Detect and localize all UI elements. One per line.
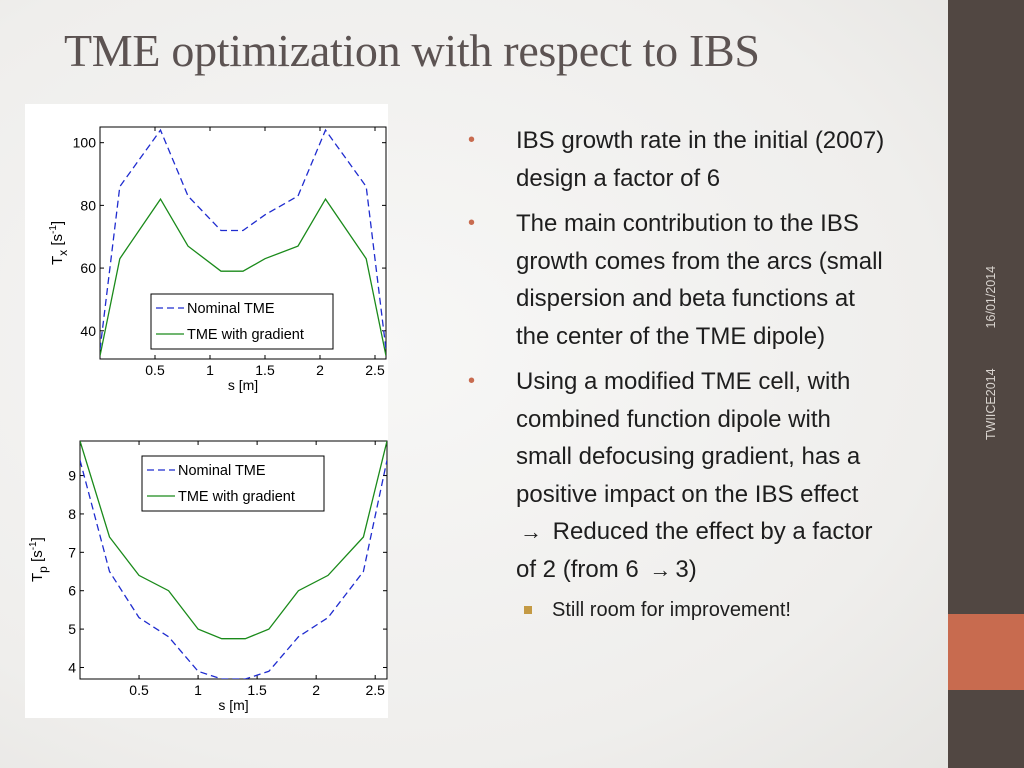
square-bullet-icon — [524, 606, 532, 614]
bullet-dot-icon: • — [468, 370, 476, 392]
legend-label: Nominal TME — [178, 463, 266, 479]
bullet-text: Reduced the effect by a factor of 2 (fro… — [516, 518, 873, 583]
x-tick-label: 2 — [312, 682, 320, 698]
y-tick-label: 80 — [80, 197, 96, 213]
plots-panel: 0.5 1 1.5 2 2.5 40 60 80 100 s [m] Tx [s-1] Nominal… — [25, 104, 388, 718]
series-line-gradient — [80, 441, 387, 640]
x-tick-label: 0.5 — [129, 682, 149, 698]
bullet-item: • IBS growth rate in the initial (2007) … — [468, 122, 890, 197]
series-line-gradient — [100, 197, 386, 357]
x-tick-label: 2 — [316, 362, 324, 378]
y-axis-label: Tp [s-1] — [28, 537, 50, 582]
bullet-text: 3) — [675, 555, 697, 583]
chart-tx: 0.5 1 1.5 2 2.5 40 60 80 100 s [m] Tx [s-1] Nominal… — [48, 126, 387, 393]
x-axis-label: s [m] — [218, 697, 248, 713]
x-tick-label: 0.5 — [145, 362, 165, 378]
legend-box — [141, 455, 325, 512]
bullet-text: IBS growth rate in the initial (2007) de… — [516, 127, 885, 192]
bullet-dot-icon: • — [468, 212, 476, 234]
y-tick-label: 60 — [80, 260, 96, 276]
y-tick-label: 4 — [68, 659, 76, 675]
right-arrow-icon: → — [649, 556, 672, 582]
x-tick-label: 2.5 — [365, 362, 385, 378]
legend-label: TME with gradient — [187, 327, 304, 343]
sidebar-accent-block — [948, 614, 1024, 690]
bullet-item: • The main contribution to the IBS growt… — [468, 205, 890, 355]
series-line-nominal — [100, 128, 386, 350]
x-tick-label: 1.5 — [247, 682, 267, 698]
y-tick-label: 9 — [68, 468, 76, 484]
legend-label: Nominal TME — [187, 301, 275, 317]
bullet-dot-icon: • — [468, 129, 476, 151]
x-tick-label: 1 — [206, 362, 214, 378]
x-tick-label: 1 — [194, 682, 202, 698]
sub-bullet-text: Still room for improvement! — [552, 599, 791, 621]
y-tick-label: 40 — [80, 323, 96, 339]
bullet-text: Using a modified TME cell, with combined… — [516, 368, 861, 508]
chart-tp: 0.5 1 1.5 2 2.5 4 5 6 7 8 9 s [m] Tp [s-1] Nominal TM… — [28, 440, 388, 713]
y-tick-label: 100 — [73, 135, 97, 151]
bullet-list: • IBS growth rate in the initial (2007) … — [468, 122, 890, 624]
bullet-item: • Using a modified TME cell, with combin… — [468, 363, 890, 588]
bullet-text: The main contribution to the IBS growth … — [516, 210, 883, 350]
legend-box — [150, 293, 334, 350]
series-line-nominal — [80, 460, 387, 679]
y-axis-label: Tx [s-1] — [48, 221, 70, 265]
y-tick-label: 7 — [68, 544, 76, 560]
y-tick-label: 6 — [68, 583, 76, 599]
y-tick-label: 5 — [68, 621, 76, 637]
slide-title: TME optimization with respect to IBS — [64, 25, 760, 76]
y-tick-label: 8 — [68, 506, 76, 522]
legend-label: TME with gradient — [178, 489, 295, 505]
right-arrow-icon: → — [520, 519, 542, 544]
x-axis-label: s [m] — [228, 377, 258, 393]
x-tick-label: 1.5 — [255, 362, 275, 378]
sidebar-date-label: 16/01/2014 — [984, 265, 998, 329]
sub-bullet-item: Still room for improvement! — [470, 596, 890, 624]
sidebar-event-label: TWIICE2014 — [984, 368, 998, 440]
sidebar-footer-text: TWIICE2014 16/01/2014 — [984, 266, 998, 440]
x-tick-label: 2.5 — [365, 682, 385, 698]
